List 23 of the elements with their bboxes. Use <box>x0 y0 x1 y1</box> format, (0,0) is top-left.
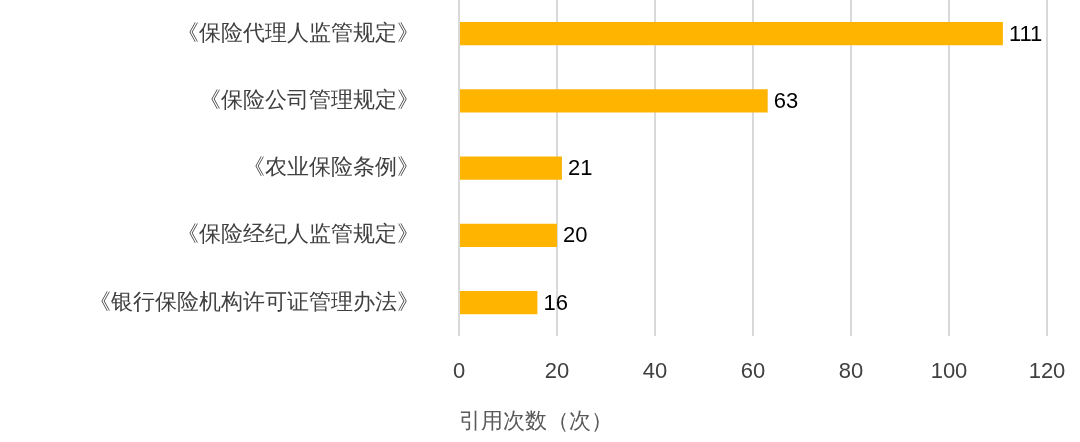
y-tick-label: 《农业保险条例》 <box>243 154 419 180</box>
x-tick-label: 80 <box>838 358 864 384</box>
bar <box>460 22 1003 46</box>
x-tick-label: 100 <box>930 358 968 384</box>
data-label: 16 <box>543 289 568 315</box>
y-tick-label: 《保险代理人监管规定》 <box>177 19 419 45</box>
bar <box>460 223 557 247</box>
x-tick-label: 60 <box>740 358 766 384</box>
x-tick-label: 40 <box>642 358 668 384</box>
y-tick-label: 《保险公司管理规定》 <box>199 86 419 112</box>
bar <box>460 89 768 113</box>
bar <box>460 290 538 315</box>
data-label: 20 <box>563 222 588 248</box>
x-axis-title: 引用次数（次） <box>459 407 613 433</box>
x-tick-label: 0 <box>452 358 466 384</box>
bar <box>460 156 562 180</box>
y-tick-label: 《银行保险机构许可证管理办法》 <box>89 288 419 314</box>
x-tick-label: 120 <box>1028 358 1066 384</box>
data-label: 21 <box>567 155 593 181</box>
data-label: 111 <box>1008 20 1043 46</box>
y-tick-label: 《保险经纪人监管规定》 <box>177 221 419 247</box>
data-label: 63 <box>773 87 799 113</box>
x-tick-label: 20 <box>544 358 570 384</box>
